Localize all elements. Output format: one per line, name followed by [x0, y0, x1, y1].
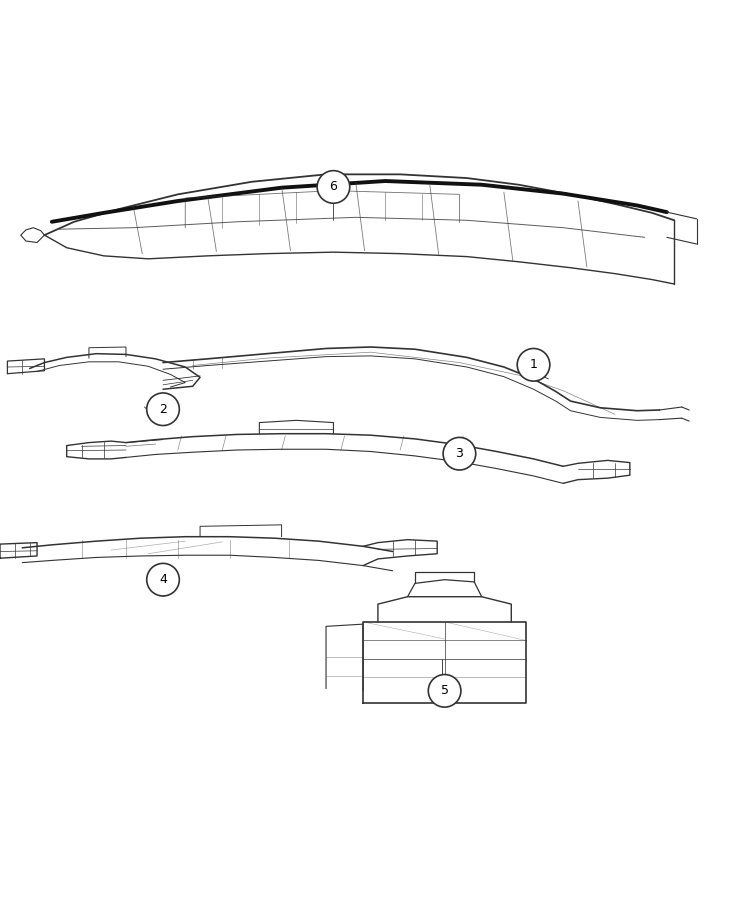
Text: 2: 2 — [159, 402, 167, 416]
Text: 3: 3 — [456, 447, 463, 460]
Text: 1: 1 — [530, 358, 537, 372]
Circle shape — [443, 437, 476, 470]
Text: 6: 6 — [330, 180, 337, 194]
Circle shape — [147, 563, 179, 596]
Circle shape — [317, 171, 350, 203]
Circle shape — [517, 348, 550, 381]
Circle shape — [147, 393, 179, 426]
Text: 5: 5 — [441, 684, 448, 698]
Text: 4: 4 — [159, 573, 167, 586]
Circle shape — [428, 674, 461, 707]
